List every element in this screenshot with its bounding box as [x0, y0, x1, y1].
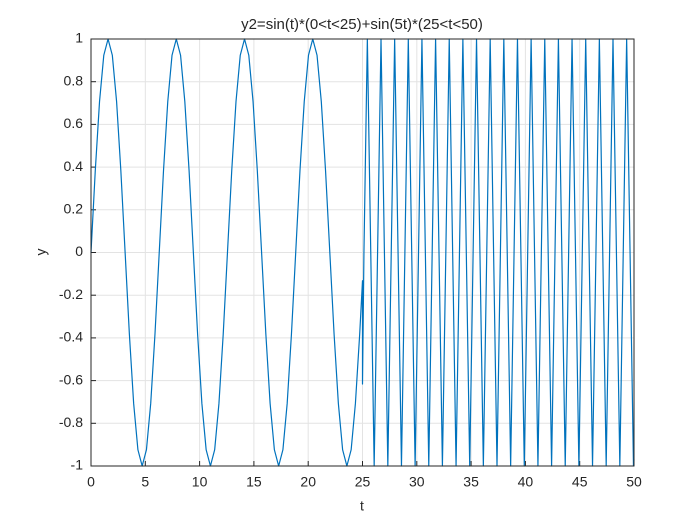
x-tick-label: 40 — [518, 474, 534, 490]
y-tick-label: 0.2 — [64, 201, 84, 217]
y-tick-label: -0.2 — [59, 286, 83, 302]
x-tick-label: 35 — [463, 474, 479, 490]
y-tick-label: 0.6 — [64, 115, 84, 131]
y-axis-label: y — [33, 249, 49, 256]
y-tick-label: -1 — [71, 457, 84, 473]
y-tick-label: -0.8 — [59, 414, 83, 430]
y-tick-label: 0.4 — [64, 158, 84, 174]
chart-title: y2=sin(t)*(0<t<25)+sin(5t)*(25<t<50) — [241, 16, 483, 33]
x-tick-label: 0 — [87, 474, 95, 490]
x-tick-label: 5 — [141, 474, 149, 490]
x-tick-label: 15 — [246, 474, 262, 490]
x-tick-label: 20 — [300, 474, 316, 490]
x-tick-label: 50 — [626, 474, 642, 490]
y-tick-label: -0.4 — [59, 329, 83, 345]
x-tick-label: 25 — [355, 474, 371, 490]
x-axis-label: t — [360, 498, 364, 514]
y-tick-label: 0.8 — [64, 72, 84, 88]
y-tick-label: -0.6 — [59, 371, 83, 387]
axes-box — [90, 38, 635, 467]
x-tick-label: 10 — [192, 474, 208, 490]
y-tick-label: 1 — [75, 30, 83, 46]
y-tick-label: 0 — [75, 243, 83, 259]
x-tick-label: 30 — [409, 474, 425, 490]
x-tick-label: 45 — [572, 474, 588, 490]
